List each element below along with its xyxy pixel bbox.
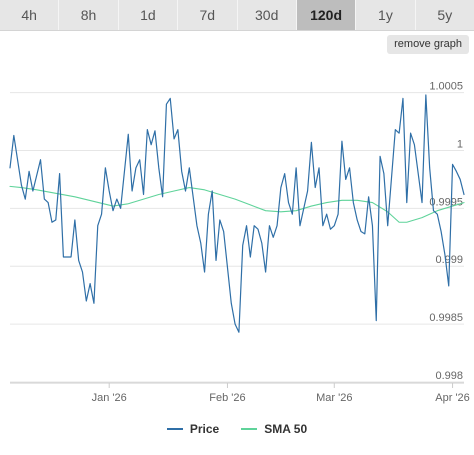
- y-tick-label: 0.9995: [429, 196, 463, 208]
- y-tick-label: 1.0005: [429, 81, 463, 93]
- sma-50-series-line: [9, 185, 465, 223]
- range-tab-1y[interactable]: 1y: [356, 0, 416, 30]
- x-tick-label: Jan '26: [92, 392, 127, 404]
- remove-graph-button[interactable]: remove graph: [387, 35, 469, 54]
- range-tab-1d[interactable]: 1d: [118, 0, 179, 30]
- y-tick-label: 0.998: [435, 370, 463, 382]
- time-range-tabs: 4h 8h 1d 7d 30d 120d 1y 5y: [0, 0, 474, 31]
- range-tab-120d[interactable]: 120d: [296, 0, 357, 30]
- range-tab-30d[interactable]: 30d: [237, 0, 297, 30]
- y-tick-label: 0.9985: [429, 312, 463, 324]
- legend-swatch-price: [166, 428, 183, 430]
- y-tick-label: 1: [457, 138, 463, 150]
- legend-label-price: Price: [189, 422, 220, 436]
- legend-item-sma[interactable]: SMA 50: [241, 422, 307, 436]
- range-tab-7d[interactable]: 7d: [178, 0, 238, 30]
- legend-swatch-sma: [241, 428, 258, 430]
- legend-label-sma: SMA 50: [264, 422, 308, 436]
- price-series-line: [9, 94, 465, 333]
- range-tab-5y[interactable]: 5y: [415, 0, 474, 30]
- chart-legend: Price SMA 50: [0, 418, 474, 440]
- x-tick-label: Apr '26: [435, 392, 470, 404]
- legend-item-price[interactable]: Price: [166, 422, 220, 436]
- range-tab-4h[interactable]: 4h: [0, 0, 60, 30]
- x-tick-label: Mar '26: [316, 392, 352, 404]
- range-tab-8h[interactable]: 8h: [59, 0, 119, 30]
- x-tick-label: Feb '26: [209, 392, 245, 404]
